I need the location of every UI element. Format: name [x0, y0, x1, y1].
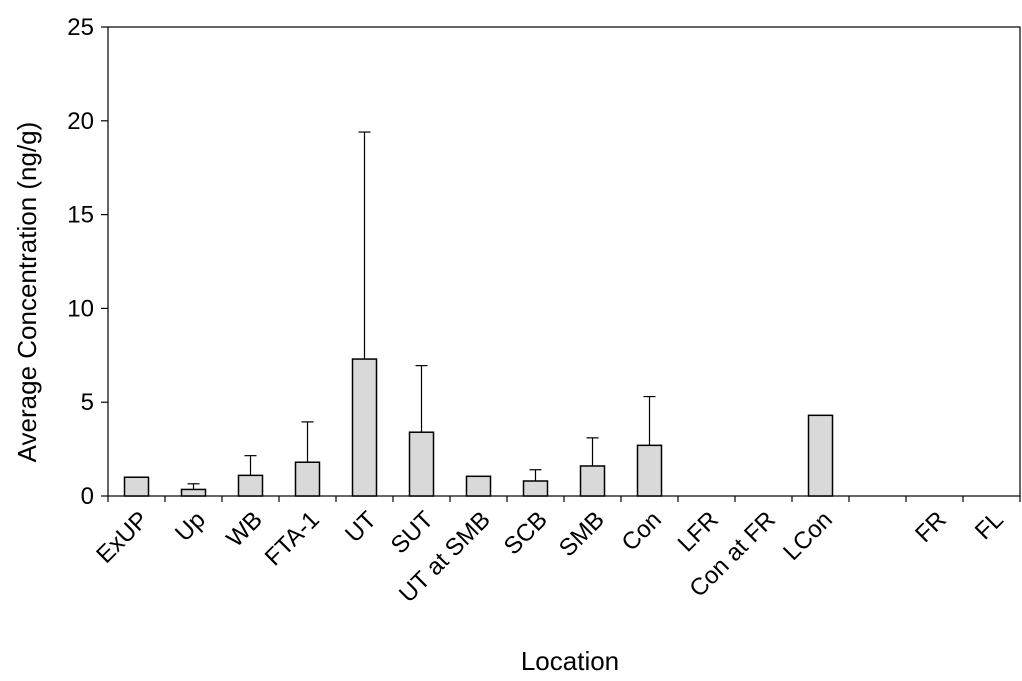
- x-tick-label: FTA-1: [260, 506, 325, 571]
- y-tick-label: 25: [67, 14, 94, 41]
- error-bars: [187, 131, 656, 490]
- x-tick-label: LCon: [778, 506, 838, 566]
- bar: [180, 488, 207, 497]
- plot-frame: [107, 26, 1021, 497]
- plot-area: [107, 26, 1021, 497]
- x-tick-label: FR: [910, 506, 952, 548]
- bar: [465, 475, 492, 497]
- bar: [294, 461, 321, 497]
- x-tick-label: FL: [970, 506, 1009, 545]
- y-tick-label: 20: [67, 108, 94, 135]
- y-tick-label: 5: [81, 389, 94, 416]
- bar: [123, 476, 150, 497]
- bar: [237, 474, 264, 497]
- x-tick-label: Con: [617, 506, 667, 556]
- x-axis-title: Location: [521, 646, 619, 676]
- bar: [807, 414, 834, 497]
- bar: [408, 431, 435, 497]
- x-tick-label: LFR: [673, 506, 724, 557]
- bar: [636, 444, 663, 497]
- y-tick-label: 15: [67, 202, 94, 229]
- x-tick-label: ExUP: [91, 506, 153, 568]
- x-tick-label: SMB: [554, 506, 610, 562]
- x-tick-label: WB: [221, 506, 267, 552]
- bars: [123, 358, 834, 497]
- y-axis: 0 5 10 15 20 25: [67, 14, 108, 510]
- x-tick-label: UT: [340, 506, 382, 548]
- bar: [579, 465, 606, 497]
- y-axis-title: Average Concentration (ng/g): [12, 122, 42, 463]
- x-tick-label: Up: [170, 506, 211, 547]
- bar: [351, 358, 378, 497]
- x-tick-label: SCB: [499, 506, 553, 560]
- y-tick-label: 0: [81, 483, 94, 510]
- y-tick-label: 10: [67, 295, 94, 322]
- bar: [522, 480, 549, 497]
